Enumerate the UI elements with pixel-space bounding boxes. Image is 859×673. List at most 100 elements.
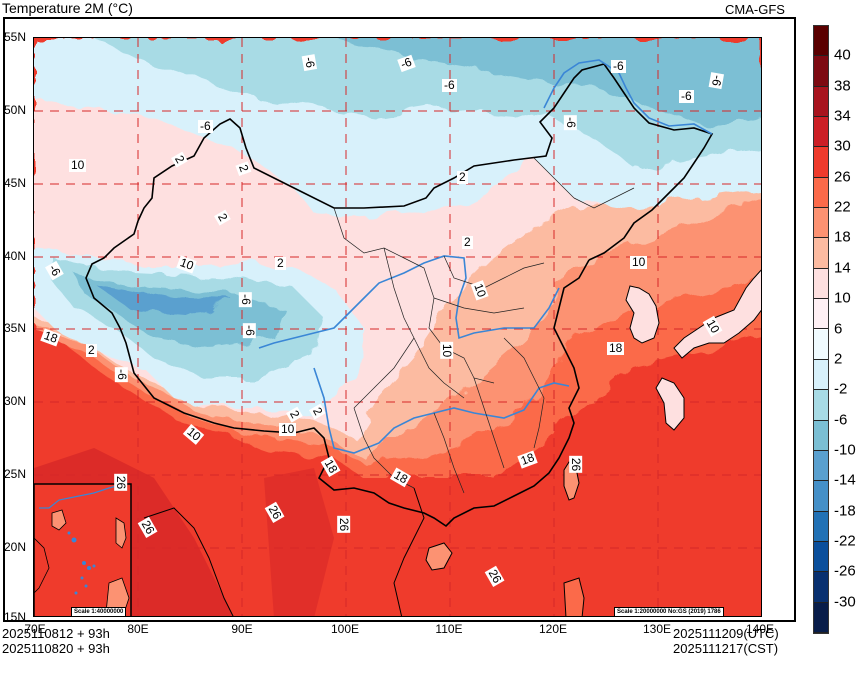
- colorbar-level-label: 30: [834, 137, 851, 155]
- colorbar-swatch: [814, 390, 828, 421]
- contour-label: -6: [563, 115, 578, 130]
- colorbar-swatch: [814, 56, 828, 87]
- lon-label-90e: 90E: [231, 622, 253, 636]
- contour-label: 10: [279, 422, 297, 436]
- colorbar-swatch: [814, 541, 828, 573]
- lat-label-30n: 30N: [4, 394, 27, 408]
- map-scale-note: Scale 1:20000000 No:GS (2019) 1786: [614, 607, 724, 616]
- colorbar-swatch: [814, 238, 828, 269]
- contour-label: -6: [679, 89, 694, 103]
- chart-title: Temperature 2M (°C): [2, 0, 133, 16]
- colorbar-swatch: [814, 359, 828, 391]
- lat-label-25n: 25N: [4, 467, 27, 481]
- contour-label: -6: [442, 78, 457, 92]
- colorbar-level-label: -30: [834, 593, 856, 611]
- lat-label-35n: 35N: [4, 321, 27, 335]
- lat-label-50n: 50N: [4, 103, 27, 117]
- colorbar-swatch: [814, 86, 828, 118]
- valid-time-utc: 2025111209(UTC): [673, 626, 779, 641]
- colorbar-level-label: 6: [834, 320, 843, 337]
- contour-label: 2: [457, 170, 468, 184]
- coast-hainan: [425, 542, 453, 571]
- lon-label-70e: 70E: [24, 622, 46, 636]
- coast-japan: [673, 269, 761, 359]
- coast-korea: [625, 285, 660, 344]
- colorbar-level-label: -22: [834, 532, 856, 550]
- lon-label-100e: 100E: [330, 622, 360, 636]
- colorbar: [813, 25, 829, 634]
- colorbar-level-label: 14: [834, 259, 851, 277]
- colorbar-level-label: 38: [834, 77, 851, 95]
- inset-south-china-sea: [34, 483, 132, 616]
- coast-indochina: [393, 487, 425, 616]
- contour-label: 26: [569, 455, 584, 474]
- colorbar-swatch: [814, 450, 828, 482]
- colorbar-swatch: [814, 572, 828, 603]
- contour-label: 10: [630, 255, 648, 269]
- contour-label: 26: [114, 473, 129, 492]
- lat-label-45n: 45N: [4, 176, 27, 190]
- colorbar-level-label: -14: [834, 471, 856, 489]
- colorbar-level-label: -2: [834, 380, 848, 398]
- colorbar-swatch: [814, 208, 828, 239]
- lon-label-120e: 120E: [538, 622, 568, 636]
- colorbar-level-label: 34: [834, 107, 851, 125]
- lon-label-130e: 130E: [642, 622, 672, 636]
- colorbar-level-label: 10: [834, 289, 851, 307]
- coast-kyushu: [655, 377, 685, 431]
- colorbar-swatch: [814, 602, 828, 633]
- init-time-utc: 2025110812 + 93h: [2, 626, 110, 641]
- lon-label-140e: 140E: [745, 622, 775, 636]
- colorbar-swatch: [814, 299, 828, 330]
- plot-frame: [3, 17, 796, 622]
- contour-label: 2: [275, 256, 286, 270]
- colorbar-level-label: 18: [834, 228, 851, 246]
- colorbar-swatch: [814, 420, 828, 451]
- contour-label: -6: [708, 72, 725, 89]
- colorbar-level-label: -10: [834, 441, 856, 459]
- contour-label: -6: [242, 323, 257, 338]
- contour-label: 10: [440, 341, 455, 360]
- lat-label-40n: 40N: [4, 249, 27, 263]
- colorbar-level-label: -26: [834, 562, 856, 580]
- river-yangtze: [313, 367, 570, 454]
- contour-label: -6: [301, 54, 318, 71]
- temperature-map[interactable]: -6 -6 -6 -6 -6 -6 -6 -6 2 2 2 2 2 2 2 2 2 10 10 10 10 10 10 10 1…: [33, 37, 762, 617]
- colorbar-swatch: [814, 177, 828, 209]
- contour-label: -6: [198, 119, 213, 133]
- contour-label: -6: [114, 367, 129, 382]
- country-border-china: [85, 63, 714, 528]
- contour-label: 18: [607, 341, 625, 355]
- valid-time-cst: 2025111217(CST): [673, 641, 779, 656]
- colorbar-swatch: [814, 147, 828, 178]
- colorbar-swatch: [814, 26, 828, 57]
- contour-label: 10: [69, 158, 87, 172]
- inset-scale-note: Scale 1:40000000: [71, 607, 127, 616]
- lat-label-20n: 20N: [4, 540, 27, 554]
- contour-label: 2: [86, 343, 97, 357]
- colorbar-level-label: 22: [834, 198, 851, 216]
- temperature-field: [34, 38, 761, 616]
- contour-label: -6: [238, 292, 253, 307]
- colorbar-swatch: [814, 268, 828, 300]
- contour-label: 2: [462, 235, 473, 249]
- colorbar-level-label: -18: [834, 502, 856, 520]
- coast-philippines: [563, 577, 585, 616]
- model-name: CMA-GFS: [725, 2, 785, 17]
- colorbar-level-label: 26: [834, 168, 851, 186]
- coast-india: [143, 507, 234, 616]
- colorbar-swatch: [814, 481, 828, 512]
- init-time-cst: 2025110820 + 93h: [2, 641, 110, 656]
- colorbar-level-label: 2: [834, 350, 843, 368]
- contour-label: 26: [337, 515, 352, 534]
- lat-label-55n: 55N: [4, 30, 27, 44]
- province-borders: [333, 157, 635, 494]
- colorbar-level-label: 40: [834, 46, 851, 64]
- lon-label-80e: 80E: [127, 622, 149, 636]
- river-amur: [543, 59, 713, 135]
- colorbar-swatch: [814, 329, 828, 360]
- colorbar-swatch: [814, 511, 828, 542]
- colorbar-level-label: -6: [834, 411, 848, 429]
- lat-label-15n: 15N: [4, 610, 27, 624]
- contour-label: -6: [611, 59, 626, 73]
